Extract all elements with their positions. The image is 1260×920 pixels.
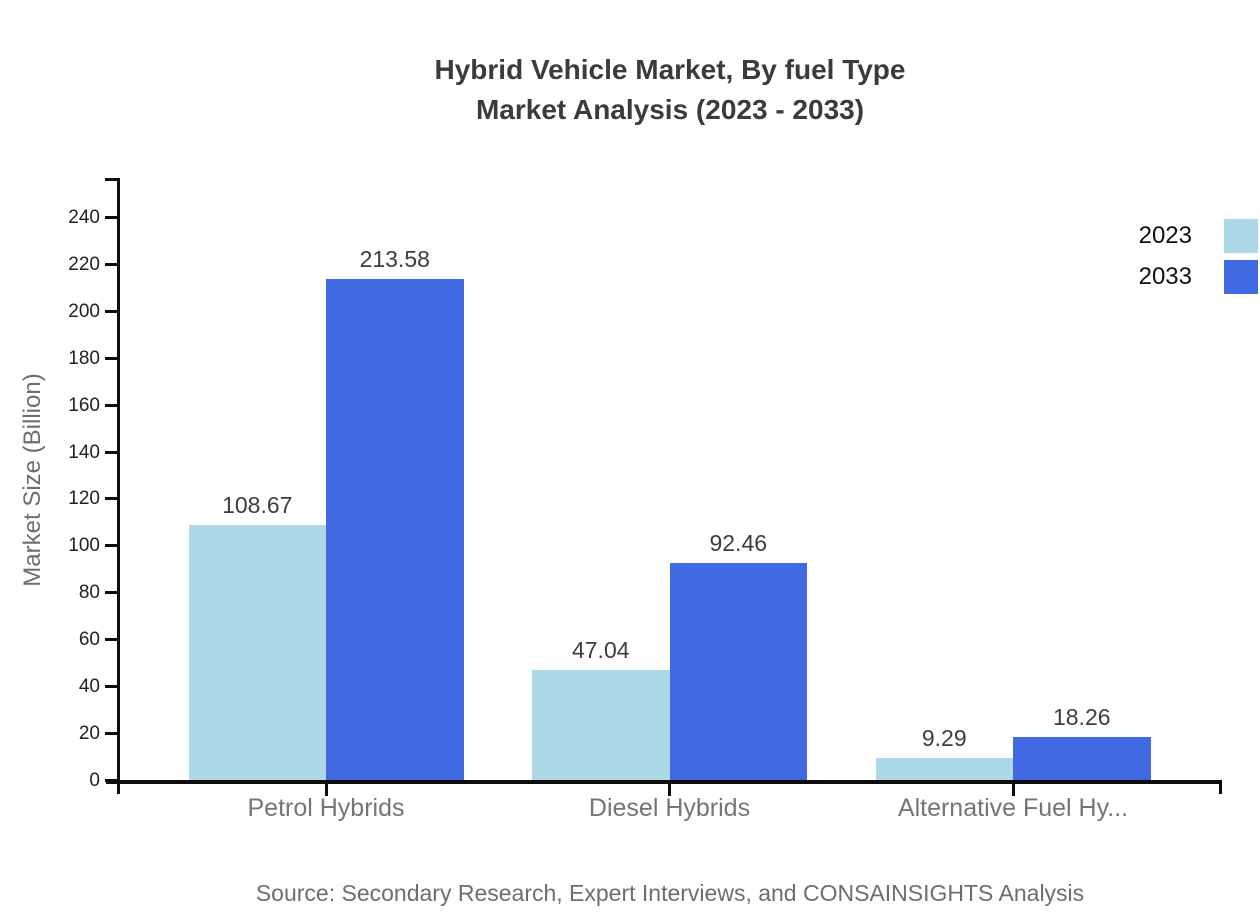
- y-tick-mark-20: [105, 732, 118, 736]
- category-label-diesel-hybrids: Diesel Hybrids: [588, 794, 751, 822]
- y-tick-label-180: 180: [68, 347, 100, 369]
- y-tick-label-80: 80: [78, 582, 100, 604]
- chart-title-line1: Hybrid Vehicle Market, By fuel Type: [434, 54, 906, 85]
- y-tick-mark-220: [105, 262, 118, 266]
- y-tick-mark-100: [105, 544, 118, 548]
- legend-label-2033: 2033: [1138, 263, 1192, 290]
- category-label-petrol-hybrids: Petrol Hybrids: [247, 794, 405, 822]
- y-tick-mark-200: [105, 309, 118, 313]
- x-tick-mark-alternative-fuel-hy: [1011, 784, 1015, 796]
- y-tick-mark-240: [105, 215, 118, 219]
- source-note: Source: Secondary Research, Expert Inter…: [255, 880, 1085, 906]
- chart-title: Hybrid Vehicle Market, By fuel Type Mark…: [80, 50, 1260, 130]
- bar-value-label-2033-diesel-hybrids: 92.46: [709, 530, 768, 557]
- y-tick-label-60: 60: [78, 629, 100, 651]
- y-tick-label-100: 100: [68, 535, 100, 557]
- y-tick-label-120: 120: [68, 488, 100, 510]
- y-tick-mark-60: [105, 638, 118, 642]
- y-tick-mark-140: [105, 450, 118, 454]
- legend-swatch-2023: [1224, 219, 1258, 253]
- chart-title-line2: Market Analysis (2023 - 2033): [475, 94, 865, 125]
- y-tick-mark-40: [105, 685, 118, 689]
- bar-2033-alternative-fuel-hy: [1013, 737, 1151, 780]
- bar-2023-diesel-hybrids: [532, 669, 670, 780]
- bar-value-label-2023-petrol-hybrids: 108.67: [222, 492, 293, 519]
- y-tick-mark-120: [105, 497, 118, 501]
- x-tick-mark-petrol-hybrids: [324, 784, 328, 796]
- y-tick-label-160: 160: [68, 394, 100, 416]
- y-tick-label-220: 220: [68, 253, 100, 275]
- y-tick-mark-0: [105, 779, 118, 782]
- y-tick-label-20: 20: [78, 723, 100, 745]
- legend-item-2023: 2023: [1139, 219, 1258, 253]
- x-axis-end-tick: [1219, 780, 1222, 794]
- bar-2023-alternative-fuel-hy: [875, 758, 1013, 780]
- y-tick-mark-80: [105, 591, 118, 595]
- bar-value-label-2023-alternative-fuel-hy: 9.29: [921, 725, 967, 752]
- legend-swatch-2033: [1224, 260, 1258, 294]
- legend: 2023 2033: [1139, 219, 1258, 301]
- y-axis-end-tick: [105, 178, 118, 181]
- x-axis-line: [106, 780, 1222, 784]
- bar-2033-diesel-hybrids: [669, 563, 807, 780]
- x-tick-mark-diesel-hybrids: [668, 784, 671, 796]
- bar-value-label-2033-petrol-hybrids: 213.58: [359, 245, 430, 272]
- y-tick-mark-180: [105, 356, 118, 360]
- bar-value-label-2023-diesel-hybrids: 47.04: [571, 636, 630, 663]
- bar-2033-petrol-hybrids: [326, 278, 464, 780]
- category-label-alternative-fuel-hy: Alternative Fuel Hy...: [897, 794, 1129, 822]
- y-tick-label-40: 40: [78, 676, 100, 698]
- y-tick-mark-160: [105, 403, 118, 407]
- y-tick-label-240: 240: [68, 206, 100, 228]
- y-tick-label-200: 200: [68, 300, 100, 322]
- legend-item-2033: 2033: [1139, 260, 1258, 294]
- y-tick-label-140: 140: [68, 441, 100, 463]
- y-axis-line: [116, 178, 120, 794]
- bar-2023-petrol-hybrids: [188, 525, 326, 780]
- legend-label-2023: 2023: [1138, 222, 1192, 249]
- bar-value-label-2033-alternative-fuel-hy: 18.26: [1052, 704, 1111, 731]
- y-tick-label-0: 0: [89, 770, 100, 791]
